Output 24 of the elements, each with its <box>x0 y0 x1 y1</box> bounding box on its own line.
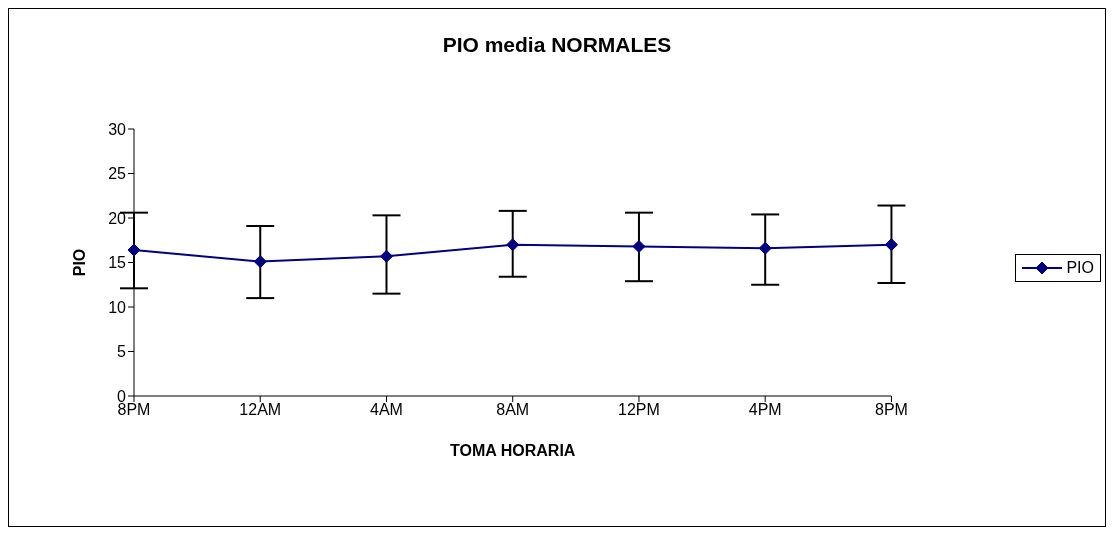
y-tick-label: 15 <box>108 254 127 272</box>
point <box>127 243 141 257</box>
point <box>632 239 646 253</box>
y-tick-label: 30 <box>108 120 127 138</box>
y-tick-label: 20 <box>108 209 127 227</box>
x-tick-label: 12PM <box>618 401 660 419</box>
legend-label: PIO <box>1066 258 1094 277</box>
point <box>884 238 898 252</box>
y-axis-title: PIO <box>70 248 88 277</box>
x-tick-label: 8AM <box>496 401 530 419</box>
point <box>758 241 772 255</box>
y-tick-label: 25 <box>108 165 127 183</box>
x-tick-label: 4PM <box>748 401 782 419</box>
point <box>379 249 393 263</box>
x-tick-label: 4AM <box>370 401 403 419</box>
x-axis-title: TOMA HORARIA <box>450 442 576 459</box>
x-tick-label: 8PM <box>117 401 151 419</box>
y-tick-label: 5 <box>117 343 127 361</box>
x-tick-label: 12AM <box>239 401 282 419</box>
chart-title: PIO media NORMALES <box>441 33 673 57</box>
x-tick-label: 8PM <box>874 401 908 419</box>
point <box>506 238 520 252</box>
y-tick-label: 10 <box>108 298 127 316</box>
point <box>253 255 267 269</box>
